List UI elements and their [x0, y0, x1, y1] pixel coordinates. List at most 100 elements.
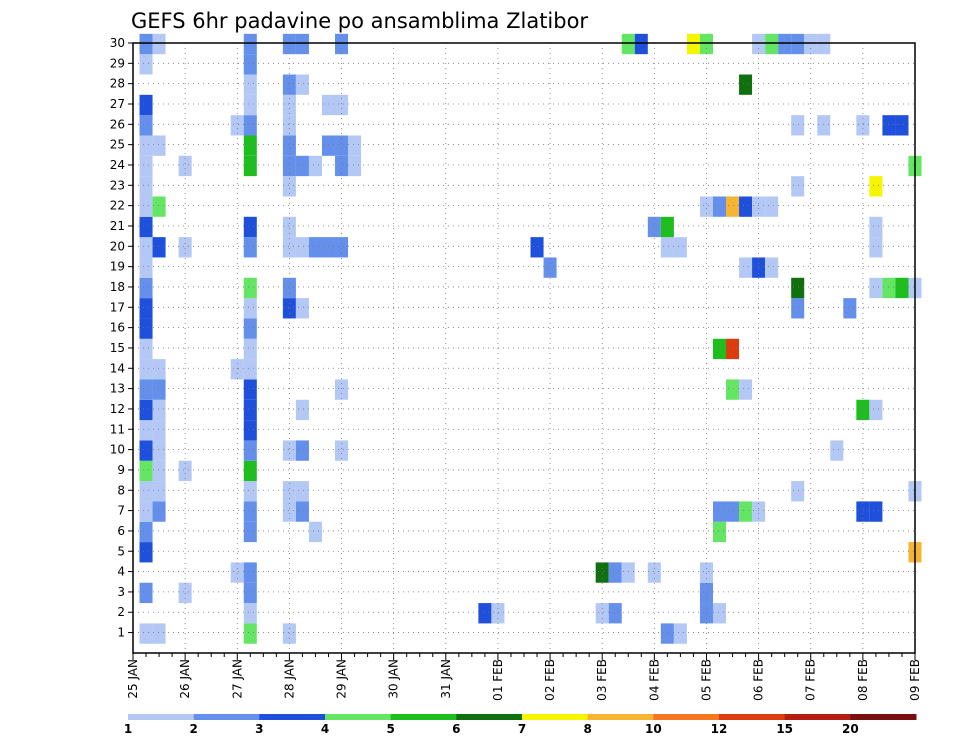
heatmap-cell [243, 562, 257, 583]
y-tick-label: 23 [110, 178, 125, 192]
colorbar-label: 1 [124, 722, 132, 736]
heatmap-cell [152, 420, 166, 441]
heatmap-cell [243, 298, 257, 319]
y-tick-label: 18 [110, 280, 125, 294]
heatmap-cell [230, 562, 244, 583]
heatmap-cell [869, 237, 883, 258]
heatmap-cell [791, 481, 805, 502]
heatmap-cell [752, 33, 766, 55]
heatmap-cell [869, 176, 883, 197]
heatmap-cell [243, 420, 257, 441]
heatmap-cell [139, 155, 153, 177]
heatmap-cell [139, 257, 153, 278]
y-tick-label: 30 [110, 36, 125, 50]
heatmap-cell [765, 196, 779, 217]
heatmap-cell [282, 33, 296, 55]
y-tick-label: 13 [110, 382, 125, 396]
heatmap-cell [778, 33, 792, 55]
x-tick-label: 07 FEB [804, 659, 818, 701]
x-tick-label: 28 JAN [282, 659, 296, 699]
heatmap-cell [282, 135, 296, 156]
heatmap-cell [335, 33, 349, 55]
y-tick-label: 6 [117, 524, 125, 538]
y-tick-label: 27 [110, 97, 125, 111]
colorbar-segment [193, 714, 260, 720]
heatmap-cell [243, 440, 257, 461]
heatmap-cell [152, 623, 166, 644]
heatmap-cell [139, 460, 153, 482]
heatmap-cell [308, 237, 322, 258]
y-tick-label: 5 [117, 544, 125, 558]
heatmap-cell [791, 115, 805, 136]
heatmap-cell [152, 237, 166, 258]
heatmap-cell [739, 501, 753, 522]
colorbar-segment [653, 714, 720, 720]
colorbar-segment [719, 714, 786, 720]
heatmap-cell [295, 440, 309, 461]
heatmap-cell [139, 318, 153, 339]
heatmap-cell [895, 115, 909, 136]
heatmap-cell [178, 237, 192, 258]
x-tick-label: 03 FEB [595, 659, 609, 701]
heatmap-cell [282, 501, 296, 522]
x-tick-label: 01 FEB [491, 659, 505, 701]
colorbar-segment [128, 714, 195, 720]
heatmap-cell [856, 115, 870, 136]
heatmap-cell [139, 176, 153, 197]
heatmap-cell [621, 562, 635, 583]
heatmap-cell [243, 277, 257, 299]
colorbar: 1 2 3 4 5 6 7 8 10 12 15 20 [124, 714, 917, 736]
heatmap-cell [335, 94, 349, 116]
y-tick-label: 1 [117, 626, 125, 640]
x-tick-label: 30 JAN [387, 659, 401, 699]
heatmap-cell [543, 257, 557, 278]
y-tick-label: 4 [117, 565, 125, 579]
x-tick-label: 29 JAN [335, 659, 349, 699]
heatmap-cell [152, 440, 166, 461]
heatmap-cell [739, 257, 753, 278]
heatmap-cell [139, 481, 153, 502]
heatmap-cell [791, 176, 805, 197]
heatmap-cell [608, 562, 622, 583]
x-tick-label: 04 FEB [647, 659, 661, 701]
x-tick-label: 25 JAN [126, 659, 140, 699]
heatmap-cell [634, 33, 648, 55]
heatmap-cell [152, 501, 166, 522]
heatmap-cell [282, 440, 296, 461]
heatmap-cell [595, 562, 609, 583]
heatmap-cell [895, 277, 909, 299]
heatmap-cell [282, 94, 296, 116]
heatmap-cell [869, 277, 883, 299]
heatmap-cell [243, 94, 257, 116]
x-tick-label: 27 JAN [230, 659, 244, 699]
heatmap-cell [282, 176, 296, 197]
heatmap-cell [178, 582, 192, 604]
heatmap-cell [335, 135, 349, 156]
heatmap-cell [726, 379, 740, 400]
y-tick-label: 25 [110, 138, 125, 152]
heatmap-cell [712, 338, 727, 360]
heatmap-cell [243, 338, 257, 360]
heatmap-cell [139, 277, 153, 299]
heatmap-cell [178, 460, 192, 482]
heatmap-cell [817, 115, 831, 136]
heatmap-cell [243, 54, 257, 75]
heatmap-cells [139, 33, 922, 644]
heatmap-cell [139, 420, 153, 441]
heatmap-cell [282, 216, 296, 238]
x-tick-label: 08 FEB [856, 659, 870, 701]
heatmap-cell [660, 216, 674, 238]
heatmap-cell [243, 501, 257, 522]
heatmap-cell [243, 521, 257, 543]
heatmap-cell [139, 196, 153, 217]
colorbar-segment [390, 714, 457, 720]
heatmap-cell [752, 501, 766, 522]
y-tick-label: 28 [110, 77, 125, 91]
heatmap-cell [856, 399, 870, 421]
colorbar-label: 2 [189, 722, 197, 736]
heatmap-cell [139, 54, 153, 75]
heatmap-cell [295, 74, 309, 95]
colorbar-label: 6 [452, 722, 460, 736]
heatmap-cell [308, 155, 322, 177]
